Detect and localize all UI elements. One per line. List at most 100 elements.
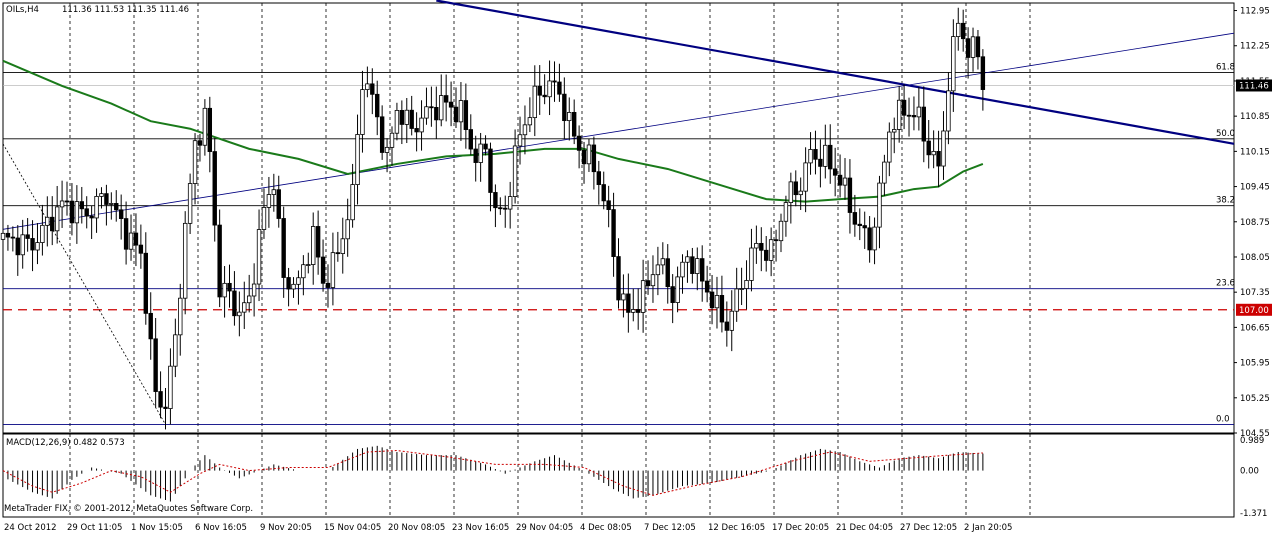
macd-tick-label: 0.00 xyxy=(1240,467,1259,477)
candle-bear xyxy=(965,38,971,58)
candle-bear xyxy=(606,200,611,210)
grid-layer xyxy=(2,2,1235,518)
candle-bear xyxy=(921,106,926,142)
x-tick-label: 21 Dec 04:05 xyxy=(836,523,893,533)
candle-bear xyxy=(645,280,651,287)
candle-bear xyxy=(315,226,321,258)
candle-bear xyxy=(596,171,602,185)
fib-level-label: 38.2 xyxy=(1216,196,1235,206)
candle-bear xyxy=(370,83,375,95)
candle-bear xyxy=(473,148,478,163)
candle-bull xyxy=(173,334,178,367)
candle-bull xyxy=(311,226,316,265)
candle-bear xyxy=(163,406,168,409)
candle-bear xyxy=(635,309,641,313)
macd-label: MACD(12,26,9) 0.482 0.573 xyxy=(6,438,125,448)
candle-bear xyxy=(10,236,16,239)
candle-bull xyxy=(266,194,272,208)
candle-bear xyxy=(197,140,203,146)
candle-bull xyxy=(360,89,365,135)
macd-signal-line xyxy=(2,449,983,496)
candle-bull xyxy=(222,282,227,298)
candle-bear xyxy=(276,189,281,219)
candle-bull xyxy=(892,129,897,133)
candle-bear xyxy=(335,252,341,255)
candle-bear xyxy=(857,223,862,226)
candle-bear xyxy=(15,237,20,256)
candle-bear xyxy=(64,200,70,203)
x-tick-label: 29 Oct 11:05 xyxy=(67,523,122,533)
candle-bear xyxy=(114,203,119,211)
candle-bull xyxy=(128,232,134,250)
candle-bull xyxy=(695,258,700,274)
y-tick-label: 106.65 xyxy=(1240,323,1270,333)
candle-bull xyxy=(45,216,50,226)
x-tick-label: 23 Nov 16:05 xyxy=(452,523,509,533)
candle-bull xyxy=(754,242,759,249)
macd-tick-label: 0.989 xyxy=(1240,436,1264,446)
y-tick-label: 110.15 xyxy=(1240,147,1270,157)
candle-bear xyxy=(50,216,55,232)
candle-bear xyxy=(375,93,380,118)
candle-bear xyxy=(906,114,912,117)
fib-level-label: 50.0 xyxy=(1216,129,1235,139)
candle-bull xyxy=(424,106,429,119)
candle-bear xyxy=(104,193,109,205)
candle-bear xyxy=(960,22,966,40)
candle-bull xyxy=(35,242,40,251)
candle-bear xyxy=(552,80,557,83)
candle-bull xyxy=(182,222,188,299)
candle-bear xyxy=(562,93,567,122)
candle-bear xyxy=(217,224,222,298)
candle-bear xyxy=(281,218,286,278)
candle-bear xyxy=(719,295,725,323)
candle-bull xyxy=(655,264,661,276)
candle-bear xyxy=(138,244,144,254)
candle-bear xyxy=(818,158,823,167)
candle-bull xyxy=(675,276,680,303)
candle-bull xyxy=(517,134,523,147)
x-tick-label: 7 Dec 12:05 xyxy=(644,523,696,533)
candle-bull xyxy=(168,365,173,409)
candle-bear xyxy=(759,242,764,251)
fib-level-label: 0.0 xyxy=(1216,414,1230,424)
candle-bull xyxy=(660,258,666,266)
candle-bear xyxy=(626,293,631,313)
y-tick-label: 104.55 xyxy=(1240,429,1270,439)
candle-bull xyxy=(744,280,749,289)
candle-bull xyxy=(567,112,572,122)
candle-bear xyxy=(232,290,237,317)
candle-bull xyxy=(951,36,956,92)
candle-bull xyxy=(340,238,345,254)
candle-bull xyxy=(109,203,114,205)
candle-bull xyxy=(650,274,656,287)
candle-bear xyxy=(847,177,853,213)
trendline-layer xyxy=(2,0,1235,425)
candle-bull xyxy=(507,196,513,210)
candle-bear xyxy=(5,232,11,238)
candle-bear xyxy=(911,115,917,118)
candle-bull xyxy=(872,226,877,251)
candle-bear xyxy=(158,391,163,408)
candle-bear xyxy=(709,291,715,309)
candle-bull xyxy=(350,184,355,221)
candle-bull xyxy=(729,310,734,331)
candle-bull xyxy=(803,162,808,192)
candle-bear xyxy=(212,151,217,226)
candle-bull xyxy=(355,134,360,185)
candle-bear xyxy=(483,143,488,150)
candle-bull xyxy=(714,295,720,309)
x-tick-label: 27 Dec 12:05 xyxy=(900,523,957,533)
candle-bull xyxy=(887,131,892,163)
candle-bear xyxy=(399,110,405,125)
candle-bull xyxy=(739,288,744,290)
candle-bear xyxy=(975,36,981,58)
candle-bull xyxy=(680,261,685,278)
candle-bear xyxy=(591,144,597,173)
candle-bear xyxy=(665,258,670,288)
candle-bull xyxy=(970,36,976,58)
y-tick-label: 112.25 xyxy=(1240,42,1270,52)
candle-bull xyxy=(532,85,537,119)
